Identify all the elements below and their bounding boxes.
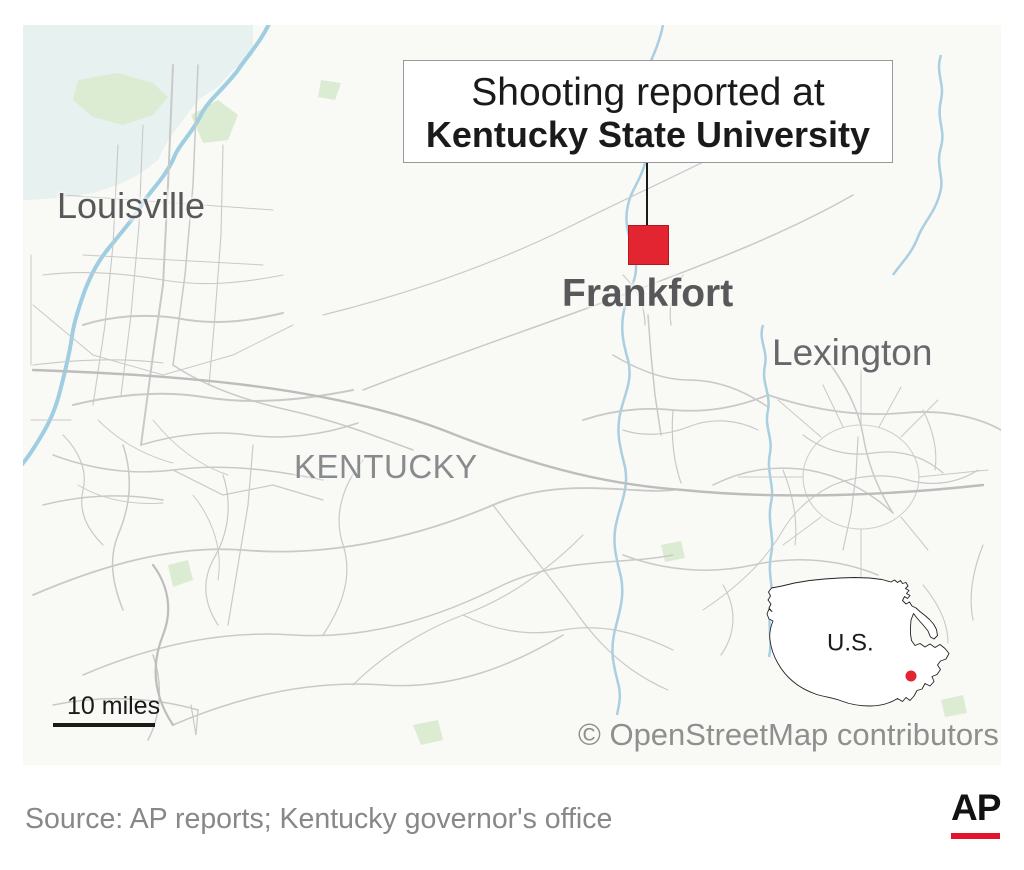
svg-text:U.S.: U.S. (827, 630, 874, 657)
